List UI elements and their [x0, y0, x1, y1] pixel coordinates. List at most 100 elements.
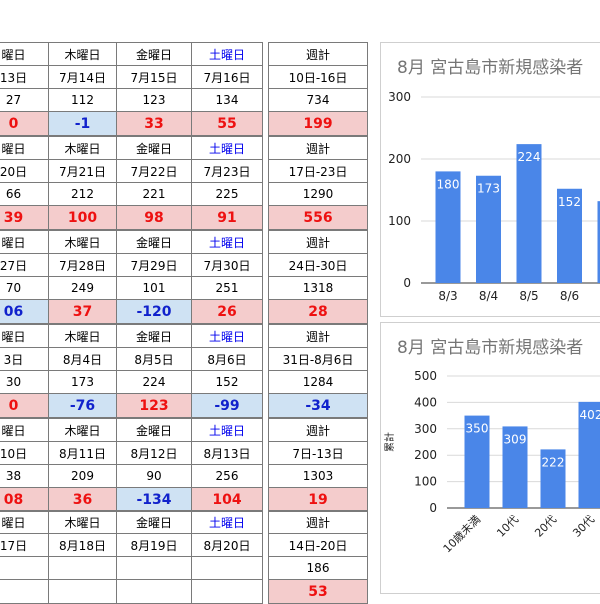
x-tick-label: 8/3: [438, 289, 457, 303]
date-cell: 8月11日: [49, 442, 117, 465]
x-tick-label: 8/4: [479, 289, 498, 303]
table-row: 曜日木曜日金曜日土曜日: [0, 137, 263, 160]
table-row: 週計: [269, 137, 368, 160]
date-cell: 8月20日: [192, 534, 263, 557]
total-count: 186: [269, 557, 368, 580]
date-cell: 7月30日: [192, 254, 263, 277]
table-row: 曜日木曜日金曜日土曜日: [0, 43, 263, 66]
diff-cell: 55: [192, 112, 263, 136]
diff-cell: 06: [0, 300, 49, 324]
table-row: 1303: [269, 465, 368, 488]
table-row: 週計: [269, 231, 368, 254]
total-header: 週計: [269, 231, 368, 254]
total-header: 週計: [269, 43, 368, 66]
y-tick-label: 100: [388, 214, 411, 228]
day-header: 土曜日: [192, 419, 263, 442]
day-header: 曜日: [0, 325, 49, 348]
day-header: 木曜日: [49, 325, 117, 348]
count-cell: [49, 557, 117, 580]
table-row: 曜日木曜日金曜日土曜日: [0, 419, 263, 442]
diff-cell: -76: [49, 394, 117, 418]
total-range: 7日-13日: [269, 442, 368, 465]
total-diff: 199: [269, 112, 368, 136]
diff-cell: 98: [117, 206, 192, 230]
y-tick-label: 100: [414, 475, 437, 489]
diff-cell: 33: [117, 112, 192, 136]
day-header: 土曜日: [192, 43, 263, 66]
table-row: 週計: [269, 325, 368, 348]
total-header: 週計: [269, 511, 368, 534]
count-cell: [192, 557, 263, 580]
total-diff: -34: [269, 394, 368, 418]
count-cell: 90: [117, 465, 192, 488]
table-row: 曜日木曜日金曜日土曜日: [0, 325, 263, 348]
day-header: 土曜日: [192, 511, 263, 534]
y-tick-label: 200: [414, 448, 437, 462]
count-cell: 209: [49, 465, 117, 488]
table-row: 17日-23日: [269, 160, 368, 183]
y-tick-label: 400: [414, 395, 437, 409]
count-cell: 221: [117, 183, 192, 206]
data-label: 180: [437, 177, 460, 191]
count-cell: 134: [192, 89, 263, 112]
date-cell: 3日: [0, 348, 49, 371]
table-row: 曜日木曜日金曜日土曜日: [0, 511, 263, 534]
day-header: 木曜日: [49, 43, 117, 66]
count-cell: 70: [0, 277, 49, 300]
chart-title: 8月 宮古島市新規感染者: [397, 53, 583, 78]
data-label: 309: [504, 432, 527, 446]
day-header: 木曜日: [49, 137, 117, 160]
date-cell: 7月16日: [192, 66, 263, 89]
y-axis-label: 累計: [383, 432, 396, 452]
diff-cell: -1: [49, 112, 117, 136]
diff-cell: -99: [192, 394, 263, 418]
date-cell: 8月12日: [117, 442, 192, 465]
count-cell: 123: [117, 89, 192, 112]
table-row: 週計: [269, 419, 368, 442]
total-count: 1284: [269, 371, 368, 394]
date-cell: 7月23日: [192, 160, 263, 183]
date-cell: 8月18日: [49, 534, 117, 557]
chart-title: 8月 宮古島市新規感染者: [397, 333, 583, 358]
total-header: 週計: [269, 325, 368, 348]
y-tick-label: 0: [403, 276, 411, 290]
x-tick-label: 30代: [570, 513, 597, 540]
date-cell: 7月21日: [49, 160, 117, 183]
date-cell: 8月19日: [117, 534, 192, 557]
date-cell: 13日: [0, 66, 49, 89]
table-row: 734: [269, 89, 368, 112]
x-tick-label: 20代: [532, 513, 559, 540]
table-row: 19: [269, 488, 368, 512]
table-row: 1284: [269, 371, 368, 394]
date-cell: 17日: [0, 534, 49, 557]
count-cell: 251: [192, 277, 263, 300]
table-row: 10日-16日: [269, 66, 368, 89]
bar: [517, 144, 542, 283]
diff-cell: 100: [49, 206, 117, 230]
day-header: 木曜日: [49, 419, 117, 442]
age-group-chart: 0100200300400500累計35010歳未満30910代22220代40…: [381, 323, 600, 593]
count-cell: [0, 557, 49, 580]
day-header: 金曜日: [117, 231, 192, 254]
total-diff: 28: [269, 300, 368, 324]
y-tick-label: 500: [414, 369, 437, 383]
count-cell: 27: [0, 89, 49, 112]
date-cell: 8月4日: [49, 348, 117, 371]
total-count: 1318: [269, 277, 368, 300]
